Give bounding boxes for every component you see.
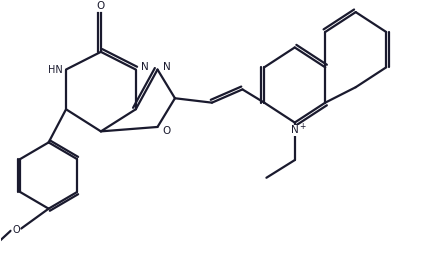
- Text: N: N: [163, 62, 171, 72]
- Text: N: N: [291, 126, 298, 136]
- Text: O: O: [12, 225, 20, 235]
- Text: +: +: [299, 122, 306, 130]
- Text: N: N: [142, 62, 149, 72]
- Text: O: O: [162, 126, 170, 136]
- Text: O: O: [97, 1, 105, 11]
- Text: HN: HN: [48, 65, 62, 75]
